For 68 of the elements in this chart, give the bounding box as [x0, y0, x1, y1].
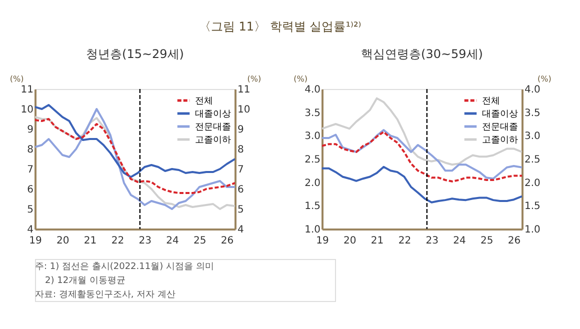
- y-tick-label: 2.0: [304, 178, 320, 189]
- x-tick-label: 25: [194, 236, 206, 246]
- y2-tick-label: 8: [238, 144, 244, 156]
- x-tick-label: 22: [111, 236, 124, 246]
- x-tick-label: 23: [426, 236, 438, 246]
- y2-tick-label: 2.0: [524, 178, 540, 189]
- y-axis-title: (%): [10, 74, 24, 84]
- y2-tick-label: 1.5: [524, 201, 540, 212]
- line-series: [35, 118, 235, 194]
- x-tick-label: 23: [138, 236, 152, 246]
- text: 〈그림 11〉 학력별 실업률¹⁾²⁾: [198, 20, 362, 34]
- legend-label: 전문대졸: [482, 122, 518, 132]
- y-tick-label: 3.5: [304, 108, 320, 119]
- x-tick-label: 26: [508, 236, 521, 246]
- x-tick-label: 20: [56, 236, 70, 246]
- x-tick-label: 20: [344, 236, 356, 246]
- y-tick-label: 5: [27, 204, 34, 216]
- text: 주: 1) 점선은 출시(2022.11월) 시점을 의미: [35, 262, 214, 272]
- x-tick-label: 24: [166, 236, 179, 246]
- y2-tick-label: 4.0: [524, 84, 540, 96]
- x-tick-label: 26: [220, 236, 234, 246]
- chart-subtitle: 청년층(15~29세): [86, 47, 184, 61]
- y-tick-label: 1.5: [304, 201, 320, 212]
- y2-tick-label: 2.5: [524, 154, 540, 166]
- y2-tick-label: 7: [238, 164, 244, 176]
- y-tick-label: 3.0: [304, 131, 320, 142]
- legend-label: 고졸이하: [482, 136, 518, 146]
- y2-tick-label: 9: [238, 124, 244, 136]
- y-tick-label: 2.5: [304, 154, 320, 166]
- x-tick-label: 21: [370, 236, 384, 246]
- y2-tick-label: 3.0: [524, 131, 540, 142]
- y-tick-label: 4: [27, 224, 34, 236]
- x-tick-label: 22: [398, 236, 412, 246]
- y2-tick-label: 3.5: [524, 108, 540, 119]
- y-tick-label: 8: [27, 144, 34, 156]
- y2-axis-title: (%): [537, 74, 552, 84]
- line-series: [35, 104, 235, 178]
- y-tick-label: 4.0: [304, 84, 320, 96]
- y-tick-label: 10: [20, 104, 34, 116]
- x-tick-label: 19: [316, 236, 329, 246]
- x-tick-label: 25: [480, 236, 494, 246]
- line-series: [322, 166, 522, 204]
- y2-tick-label: 4: [238, 224, 244, 236]
- text: 2) 12개월 이동평균: [45, 276, 126, 286]
- text: 자료: 경제활동인구조사, 저자 계산: [35, 290, 176, 300]
- y2-tick-label: 6: [238, 184, 244, 196]
- y-tick-label: 6: [27, 184, 34, 196]
- legend-label: 전체: [482, 96, 500, 106]
- y-tick-label: 11: [20, 84, 34, 96]
- y-tick-label: 1.0: [304, 224, 320, 236]
- line-series: [322, 97, 522, 166]
- y-axis-title: (%): [294, 74, 308, 84]
- x-tick-label: 21: [84, 236, 97, 246]
- legend-label: 대졸이상: [195, 110, 231, 120]
- y2-axis-title: (%): [247, 74, 262, 84]
- legend-label: 대졸이상: [482, 110, 518, 120]
- legend-label: 전문대졸: [195, 122, 231, 132]
- x-tick-label: 19: [29, 236, 42, 246]
- legend-label: 전체: [195, 96, 213, 106]
- y2-tick-label: 11: [238, 84, 250, 96]
- y2-tick-label: 5: [238, 204, 244, 216]
- y-tick-label: 7: [27, 164, 34, 176]
- y-tick-label: 9: [27, 124, 34, 136]
- chart-title: 핵심연령층(30~59세): [361, 47, 483, 61]
- x-tick-label: 24: [453, 236, 466, 246]
- y2-tick-label: 10: [238, 104, 250, 116]
- legend-label: 고졸이하: [195, 136, 231, 146]
- y2-tick-label: 1.0: [524, 224, 540, 236]
